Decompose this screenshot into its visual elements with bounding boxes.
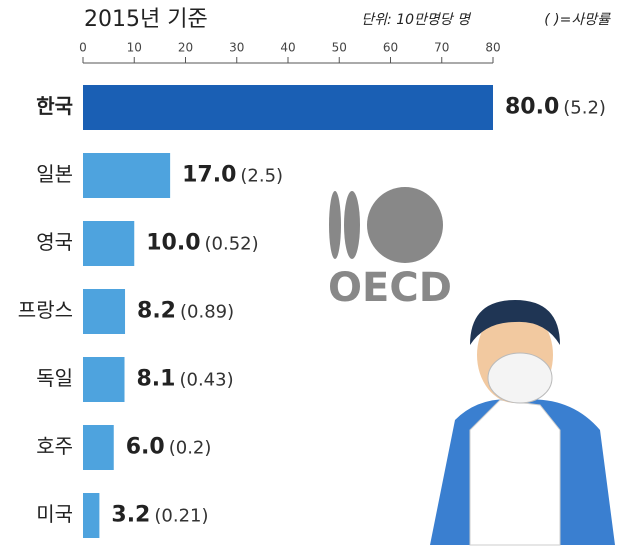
legend-note: ( )=사망률 bbox=[544, 12, 611, 28]
value-label: 8.1 bbox=[137, 367, 176, 392]
x-tick-label: 60 bbox=[383, 41, 398, 55]
rate-label: (0.52) bbox=[205, 234, 259, 255]
x-tick-label: 0 bbox=[79, 41, 87, 55]
x-tick-label: 70 bbox=[434, 41, 449, 55]
bar bbox=[83, 85, 493, 130]
value-label: 10.0 bbox=[146, 231, 200, 256]
rate-label: (0.43) bbox=[179, 370, 233, 391]
rate-label: (0.89) bbox=[180, 302, 234, 323]
bar bbox=[83, 221, 135, 266]
value-label: 80.0 bbox=[505, 95, 559, 120]
rate-label: (0.21) bbox=[154, 506, 208, 527]
bar bbox=[83, 153, 171, 198]
x-tick-label: 10 bbox=[127, 41, 142, 55]
rate-label: (5.2) bbox=[563, 98, 606, 119]
unit-note: 단위: 10만명당 명 bbox=[361, 12, 472, 28]
x-tick-label: 30 bbox=[229, 41, 244, 55]
rate-label: (0.2) bbox=[169, 438, 212, 459]
bar bbox=[83, 289, 126, 334]
x-tick-label: 20 bbox=[178, 41, 193, 55]
category-label: 영국 bbox=[36, 230, 73, 254]
category-label: 한국 bbox=[36, 94, 73, 118]
illustration bbox=[430, 300, 615, 546]
value-label: 6.0 bbox=[126, 435, 165, 460]
bar bbox=[83, 357, 125, 402]
bar bbox=[83, 425, 114, 470]
value-label: 8.2 bbox=[137, 299, 176, 324]
x-tick-label: 40 bbox=[280, 41, 295, 55]
rate-label: (2.5) bbox=[240, 166, 283, 187]
category-label: 독일 bbox=[36, 366, 73, 390]
x-tick-label: 80 bbox=[485, 41, 500, 55]
oecd-logo: OECD bbox=[328, 187, 452, 311]
logo-text: OECD bbox=[328, 265, 452, 311]
x-tick-label: 50 bbox=[332, 41, 347, 55]
category-label: 프랑스 bbox=[18, 298, 73, 322]
category-label: 호주 bbox=[36, 434, 73, 458]
category-label: 미국 bbox=[36, 502, 73, 526]
value-label: 17.0 bbox=[182, 163, 236, 188]
bar bbox=[83, 493, 100, 538]
chart-title: 2015년 기준 bbox=[84, 7, 208, 32]
category-label: 일본 bbox=[36, 162, 73, 186]
value-label: 3.2 bbox=[111, 503, 150, 528]
